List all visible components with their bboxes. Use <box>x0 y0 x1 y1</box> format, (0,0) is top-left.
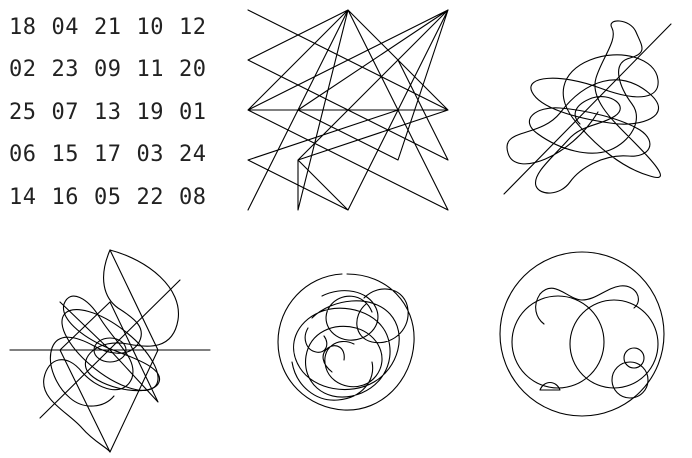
number-cell: 12 <box>179 14 207 40</box>
tangled-loops-figure <box>277 273 415 411</box>
small-circle <box>623 347 645 369</box>
number-cell: 04 <box>51 14 79 40</box>
diagonal-line <box>503 23 672 195</box>
number-cell: 02 <box>9 57 37 83</box>
number-cell: 08 <box>179 184 207 210</box>
number-row: 06 15 17 03 24 <box>9 134 222 177</box>
curve-path <box>539 381 561 391</box>
number-row: 18 04 21 10 12 <box>9 6 222 49</box>
number-cell: 13 <box>94 99 122 125</box>
number-cell: 23 <box>51 57 79 83</box>
line-path <box>247 9 449 211</box>
number-cell: 15 <box>51 142 79 168</box>
number-cell: 09 <box>94 57 122 83</box>
large-circle <box>499 251 665 417</box>
curve-path <box>539 285 639 309</box>
loop-ellipse <box>61 309 159 391</box>
number-cell: 03 <box>136 142 164 168</box>
number-row: 14 16 05 22 08 <box>9 176 222 219</box>
number-cell: 11 <box>136 57 164 83</box>
number-cell: 14 <box>9 184 37 210</box>
mixed-line-curve-figure <box>9 249 211 453</box>
number-cell: 01 <box>179 99 207 125</box>
number-cell: 06 <box>9 142 37 168</box>
number-cell: 22 <box>136 184 164 210</box>
loop-path <box>277 273 415 411</box>
number-cell: 18 <box>9 14 37 40</box>
curve-path <box>535 293 545 325</box>
inner-circle <box>569 299 659 389</box>
number-cell: 05 <box>94 184 122 210</box>
wavy-curve-figure <box>503 20 672 195</box>
number-cell: 24 <box>179 142 207 168</box>
number-cell: 19 <box>136 99 164 125</box>
inner-circle <box>511 295 605 389</box>
number-row: 02 23 09 11 20 <box>9 49 222 92</box>
number-cell: 17 <box>94 142 122 168</box>
small-circle <box>611 361 649 399</box>
number-row: 25 07 13 19 01 <box>9 91 222 134</box>
number-cell: 21 <box>94 14 122 40</box>
number-cell: 07 <box>51 99 79 125</box>
number-square: 18 04 21 10 12 02 23 09 11 20 25 07 13 1… <box>9 6 222 219</box>
overlapping-circles-figure <box>499 251 665 417</box>
curve-path <box>506 20 661 194</box>
number-cell: 25 <box>9 99 37 125</box>
line-path <box>9 249 159 453</box>
number-cell: 16 <box>51 184 79 210</box>
number-cell: 20 <box>179 57 207 83</box>
loop-ellipse <box>93 337 127 363</box>
straight-line-path-figure <box>247 9 449 211</box>
number-cell: 10 <box>136 14 164 40</box>
